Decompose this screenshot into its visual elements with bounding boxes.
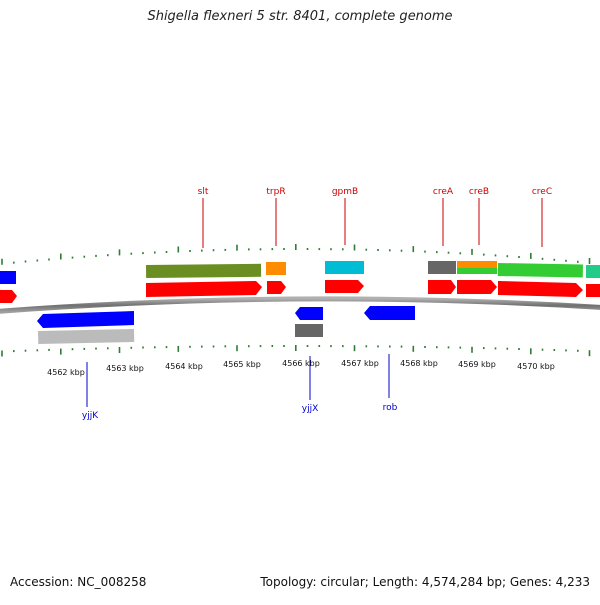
tick-marks-inner xyxy=(1,345,591,357)
tick-marks-outer xyxy=(1,244,591,265)
cds-arrow-gpmB xyxy=(325,280,364,293)
feature-bar-orange-2 xyxy=(457,261,497,269)
reverse-gene-labels: yjjK yjjX rob xyxy=(82,354,398,421)
forward-gene-labels: slt trpR gpmB creA creB creC xyxy=(198,187,552,248)
feature-bar-orange xyxy=(266,262,286,275)
genome-backbone xyxy=(0,296,600,314)
gene-label-gpmB: gpmB xyxy=(332,187,358,197)
cds-arrow-trpR xyxy=(267,281,286,294)
cds-arrow-creC xyxy=(498,281,583,297)
kbp-label-4562: 4562 kbp xyxy=(47,368,85,377)
cds-arrow-slt xyxy=(146,281,262,297)
kbp-label-4564: 4564 kbp xyxy=(165,362,203,371)
gene-label-trpR: trpR xyxy=(266,187,285,197)
cds-arrow-creA xyxy=(428,280,456,294)
feature-bar-green xyxy=(497,263,583,278)
cds-arrow-yjjK xyxy=(37,311,134,328)
cds-arrow-edge-left xyxy=(0,290,17,303)
feature-bar-gray-inner xyxy=(295,324,323,337)
gene-label-creA: creA xyxy=(433,187,454,197)
feature-bar-light-gray xyxy=(38,328,135,344)
gene-label-slt: slt xyxy=(198,187,209,197)
feature-bar-teal-edge xyxy=(586,265,600,278)
kbp-scale-labels: 4562 kbp 4563 kbp 4564 kbp 4565 kbp 4566… xyxy=(47,359,555,377)
feature-track-outer xyxy=(0,261,600,284)
gene-label-creC: creC xyxy=(532,187,552,197)
cds-arrow-yjjX xyxy=(295,307,323,320)
topology-text: Topology: circular; Length: 4,574,284 bp… xyxy=(260,575,590,589)
gene-label-yjjX: yjjX xyxy=(302,404,319,414)
kbp-label-4568: 4568 kbp xyxy=(400,359,438,368)
kbp-label-4570: 4570 kbp xyxy=(517,362,555,371)
cds-arrow-rob xyxy=(364,306,415,320)
kbp-label-4566: 4566 kbp xyxy=(282,359,320,368)
map-title: Shigella flexneri 5 str. 8401, complete … xyxy=(147,9,453,24)
kbp-label-4563: 4563 kbp xyxy=(106,364,144,373)
feature-bar-gray xyxy=(428,261,456,274)
cds-track-reverse xyxy=(37,306,415,344)
kbp-label-4567: 4567 kbp xyxy=(341,359,379,368)
feature-bar-blue-edge xyxy=(0,271,16,284)
kbp-label-4569: 4569 kbp xyxy=(458,360,496,369)
feature-bar-green-small xyxy=(457,268,497,274)
feature-bar-olive xyxy=(146,263,262,278)
feature-bar-cyan xyxy=(325,261,364,274)
cds-track-forward xyxy=(0,280,600,303)
cds-arrow-edge-right xyxy=(586,284,600,297)
kbp-label-4565: 4565 kbp xyxy=(223,360,261,369)
accession-text: Accession: NC_008258 xyxy=(10,575,147,589)
gene-label-yjjK: yjjK xyxy=(82,411,99,421)
gene-label-creB: creB xyxy=(469,187,489,197)
gene-label-rob: rob xyxy=(383,403,398,413)
cds-arrow-creB xyxy=(457,280,497,294)
